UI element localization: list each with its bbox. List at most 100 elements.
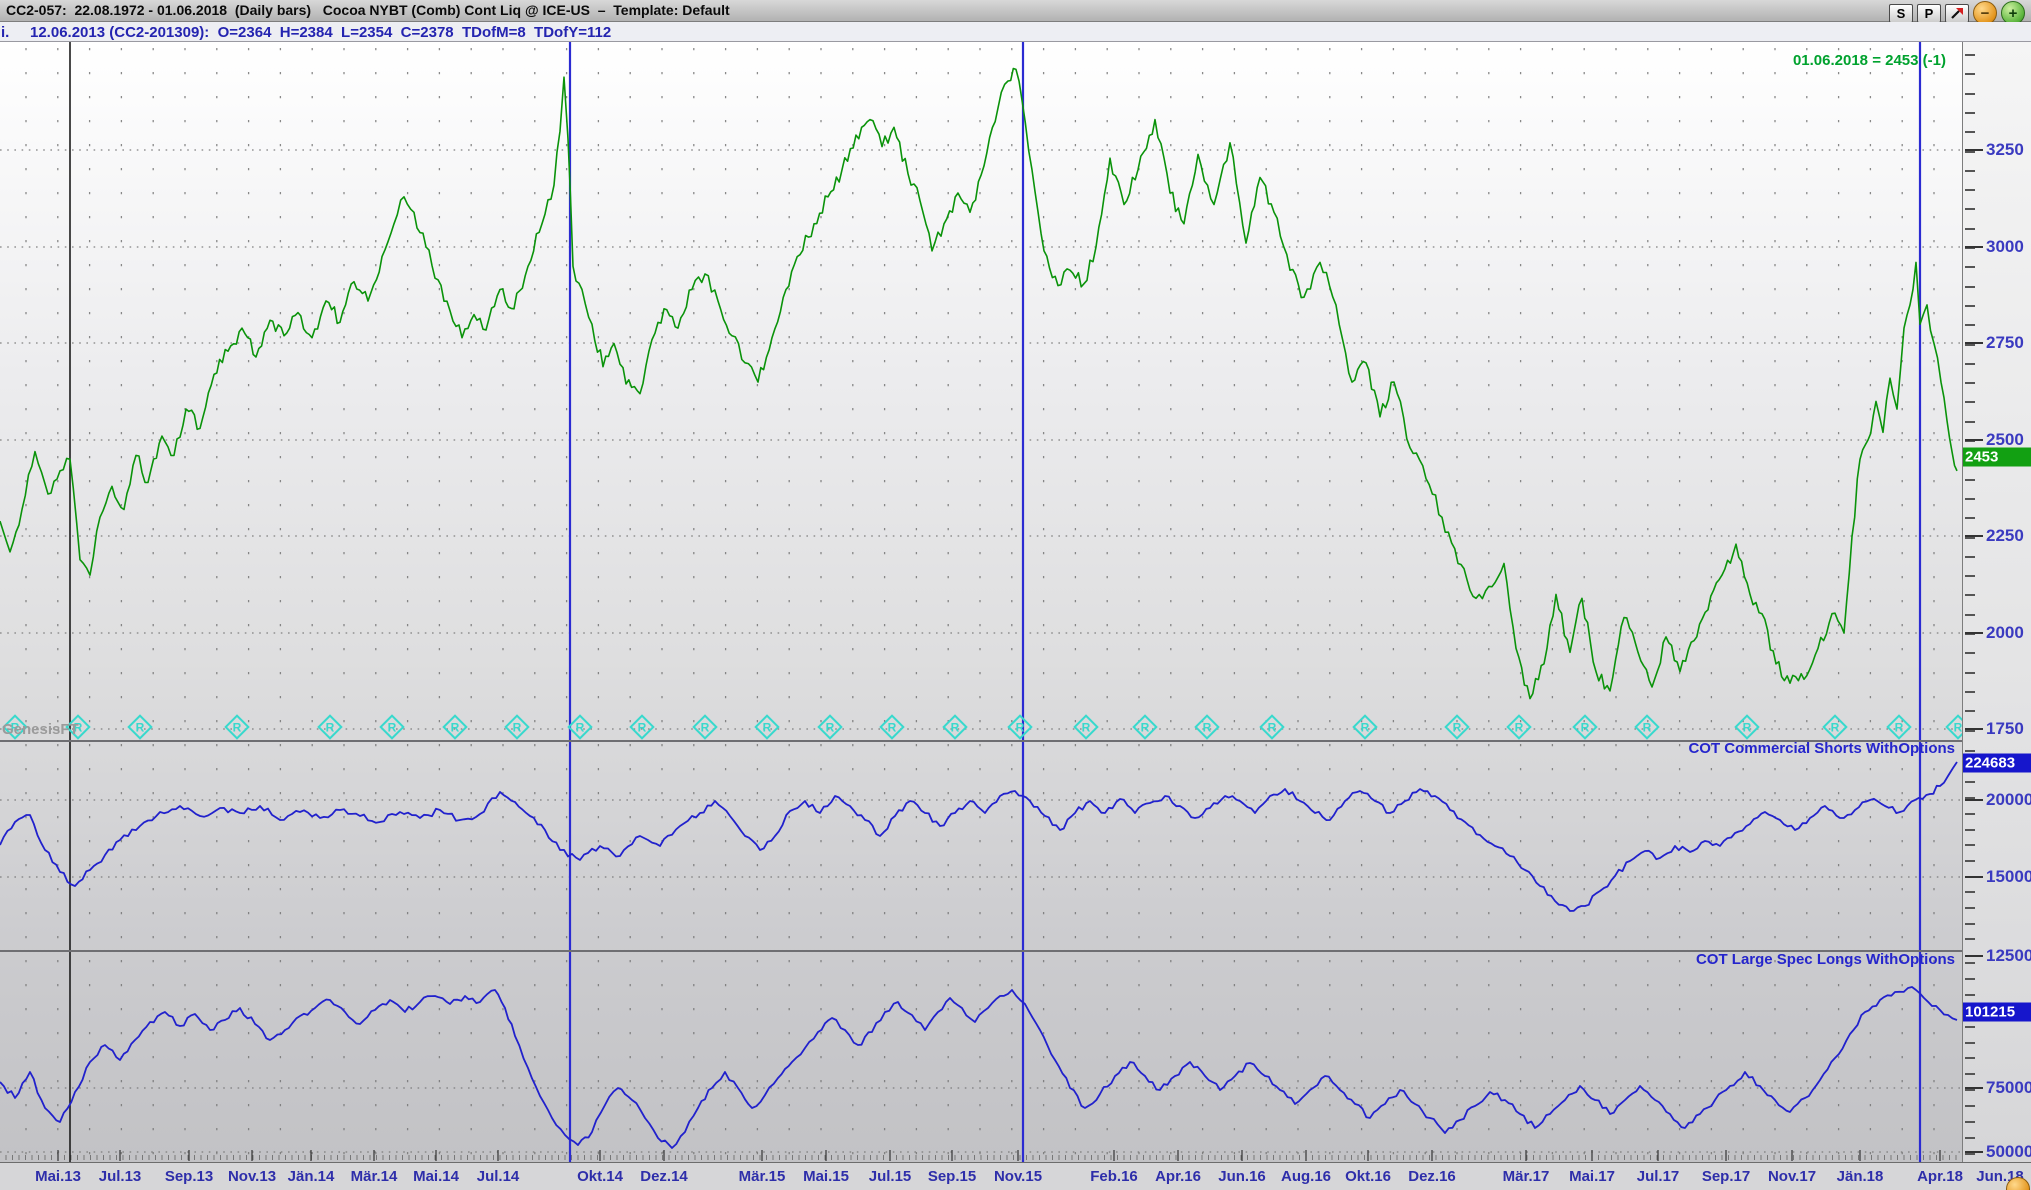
svg-text:R: R — [513, 721, 522, 735]
cot-commercial-shorts-label: COT Commercial Shorts WithOptions — [1688, 740, 1955, 757]
rollover-marker-icon: R — [879, 714, 905, 740]
axis-tick — [1965, 1105, 1975, 1108]
rollover-marker-icon: R — [567, 714, 593, 740]
axis-tick — [1965, 439, 1983, 441]
minus-icon[interactable]: − — [1973, 1, 1997, 25]
axis-tick — [1965, 246, 1983, 248]
x-axis-label: Apr.16 — [1155, 1168, 1201, 1185]
rollover-marker-icon: R — [504, 714, 530, 740]
svg-text:R: R — [1831, 721, 1840, 735]
y-axis-label: 2000 — [1986, 623, 2024, 642]
axis-tick — [1965, 812, 1975, 815]
x-axis-label: Feb.16 — [1090, 1168, 1138, 1185]
svg-text:R: R — [1141, 721, 1150, 735]
svg-text:R: R — [326, 721, 335, 735]
axis-tick — [1965, 536, 1975, 539]
x-axis-label: Mai.15 — [803, 1168, 849, 1185]
vendor-watermark: GenesisFT — [2, 721, 79, 738]
svg-text:R: R — [763, 721, 772, 735]
svg-text:R: R — [74, 721, 83, 735]
axis-tick — [1965, 859, 1975, 862]
axis-tick — [1965, 92, 1975, 95]
axis-tick — [1965, 1136, 1975, 1139]
window-title: CC2-057: 22.08.1972 - 01.06.2018 (Daily … — [6, 2, 730, 18]
axis-tick — [1965, 828, 1975, 831]
info-bar-quote-text: 12.06.2013 (CC2-201309): O=2364 H=2384 L… — [30, 24, 612, 41]
y-axis-label: 75000 — [1986, 1078, 2031, 1097]
axis-tick — [1965, 304, 1975, 307]
svg-text:R: R — [1082, 721, 1091, 735]
axis-tick — [1965, 1073, 1975, 1076]
axis-tick — [1965, 797, 1975, 800]
axis-tick — [1965, 285, 1975, 288]
axis-tick — [1965, 1087, 1983, 1089]
axis-tick — [1965, 907, 1975, 909]
axis-tick — [1965, 342, 1983, 344]
x-axis-label: Jul.15 — [868, 1168, 912, 1185]
axis-tick — [1965, 149, 1983, 151]
axis-tick — [1965, 189, 1975, 192]
axis-tick — [1965, 938, 1975, 941]
y-axis-label: 2500 — [1986, 430, 2024, 449]
rollover-marker-icon: R — [317, 714, 343, 740]
expand-icon[interactable] — [1945, 3, 1969, 23]
svg-text:R: R — [233, 721, 242, 735]
svg-text:R: R — [951, 721, 960, 735]
time-axis[interactable]: Mai.13 Jul.13 Sep.13 Nov.13 Jän.14 Mär.14 Mai.… — [0, 1162, 2031, 1190]
axis-tick — [1965, 613, 1975, 616]
x-axis-label: Mär.15 — [738, 1168, 786, 1185]
axis-tick — [1965, 652, 1975, 655]
axis-tick — [1965, 594, 1975, 597]
axis-tick — [1965, 962, 1975, 964]
chart-canvas[interactable] — [0, 42, 1962, 1162]
rollover-marker-icon: R — [1506, 714, 1532, 740]
axis-tick — [1965, 671, 1975, 674]
svg-text:R: R — [1203, 721, 1212, 735]
rollover-marker-icon: R — [1194, 714, 1220, 740]
x-axis-label: Okt.16 — [1345, 1168, 1391, 1185]
axis-tick — [1965, 710, 1975, 713]
axis-tick — [1965, 750, 1975, 752]
rollover-marker-icon: R — [65, 714, 91, 740]
axis-tick — [1965, 728, 1983, 730]
axis-tick — [1965, 131, 1975, 134]
axis-tick — [1965, 1152, 1975, 1155]
axis-tick — [1965, 876, 1983, 878]
rollover-marker-icon: R — [1572, 714, 1598, 740]
axis-tick — [1965, 535, 1983, 537]
rollover-marker-icon: R — [692, 714, 718, 740]
svg-text:R: R — [576, 721, 585, 735]
axis-tick — [1965, 1025, 1975, 1028]
svg-text:R: R — [1453, 721, 1462, 735]
axis-tick — [1965, 1121, 1975, 1123]
rollover-marker-icon: R — [224, 714, 250, 740]
rollover-marker-icon: R — [1634, 714, 1660, 740]
axis-tick — [1965, 633, 1975, 635]
snapshot-button[interactable]: S — [1889, 3, 1913, 23]
x-axis-label: Sep.17 — [1701, 1168, 1751, 1185]
panel-separator-2[interactable] — [0, 950, 1962, 952]
rollover-marker-icon: R — [442, 714, 468, 740]
axis-tick — [1965, 632, 1983, 634]
svg-text:R: R — [1515, 721, 1524, 735]
svg-text:R: R — [388, 721, 397, 735]
rollover-marker-icon: R — [1007, 714, 1033, 740]
axis-tick — [1965, 324, 1975, 327]
x-axis-label: Mai.17 — [1569, 1168, 1615, 1185]
svg-text:R: R — [1361, 721, 1370, 735]
axis-tick — [1965, 891, 1975, 894]
x-axis-label: Nov.13 — [227, 1168, 277, 1185]
svg-text:R: R — [11, 721, 20, 735]
x-axis-label: Jun.16 — [1218, 1168, 1266, 1185]
axis-tick — [1965, 382, 1975, 385]
axis-tick — [1965, 247, 1975, 249]
axis-tick — [1965, 111, 1975, 114]
print-button[interactable]: P — [1917, 3, 1941, 23]
axis-tick — [1965, 362, 1975, 365]
panel-separator-1[interactable] — [0, 740, 1962, 742]
price-axis[interactable]: 3250 3000 2750 2500 2250 2000 1750 20000 15000 12… — [1962, 42, 2031, 1162]
last-price-badge: 2453 — [1963, 447, 2031, 467]
axis-tick — [1965, 343, 1975, 346]
x-axis-label: Nov.15 — [993, 1168, 1043, 1185]
